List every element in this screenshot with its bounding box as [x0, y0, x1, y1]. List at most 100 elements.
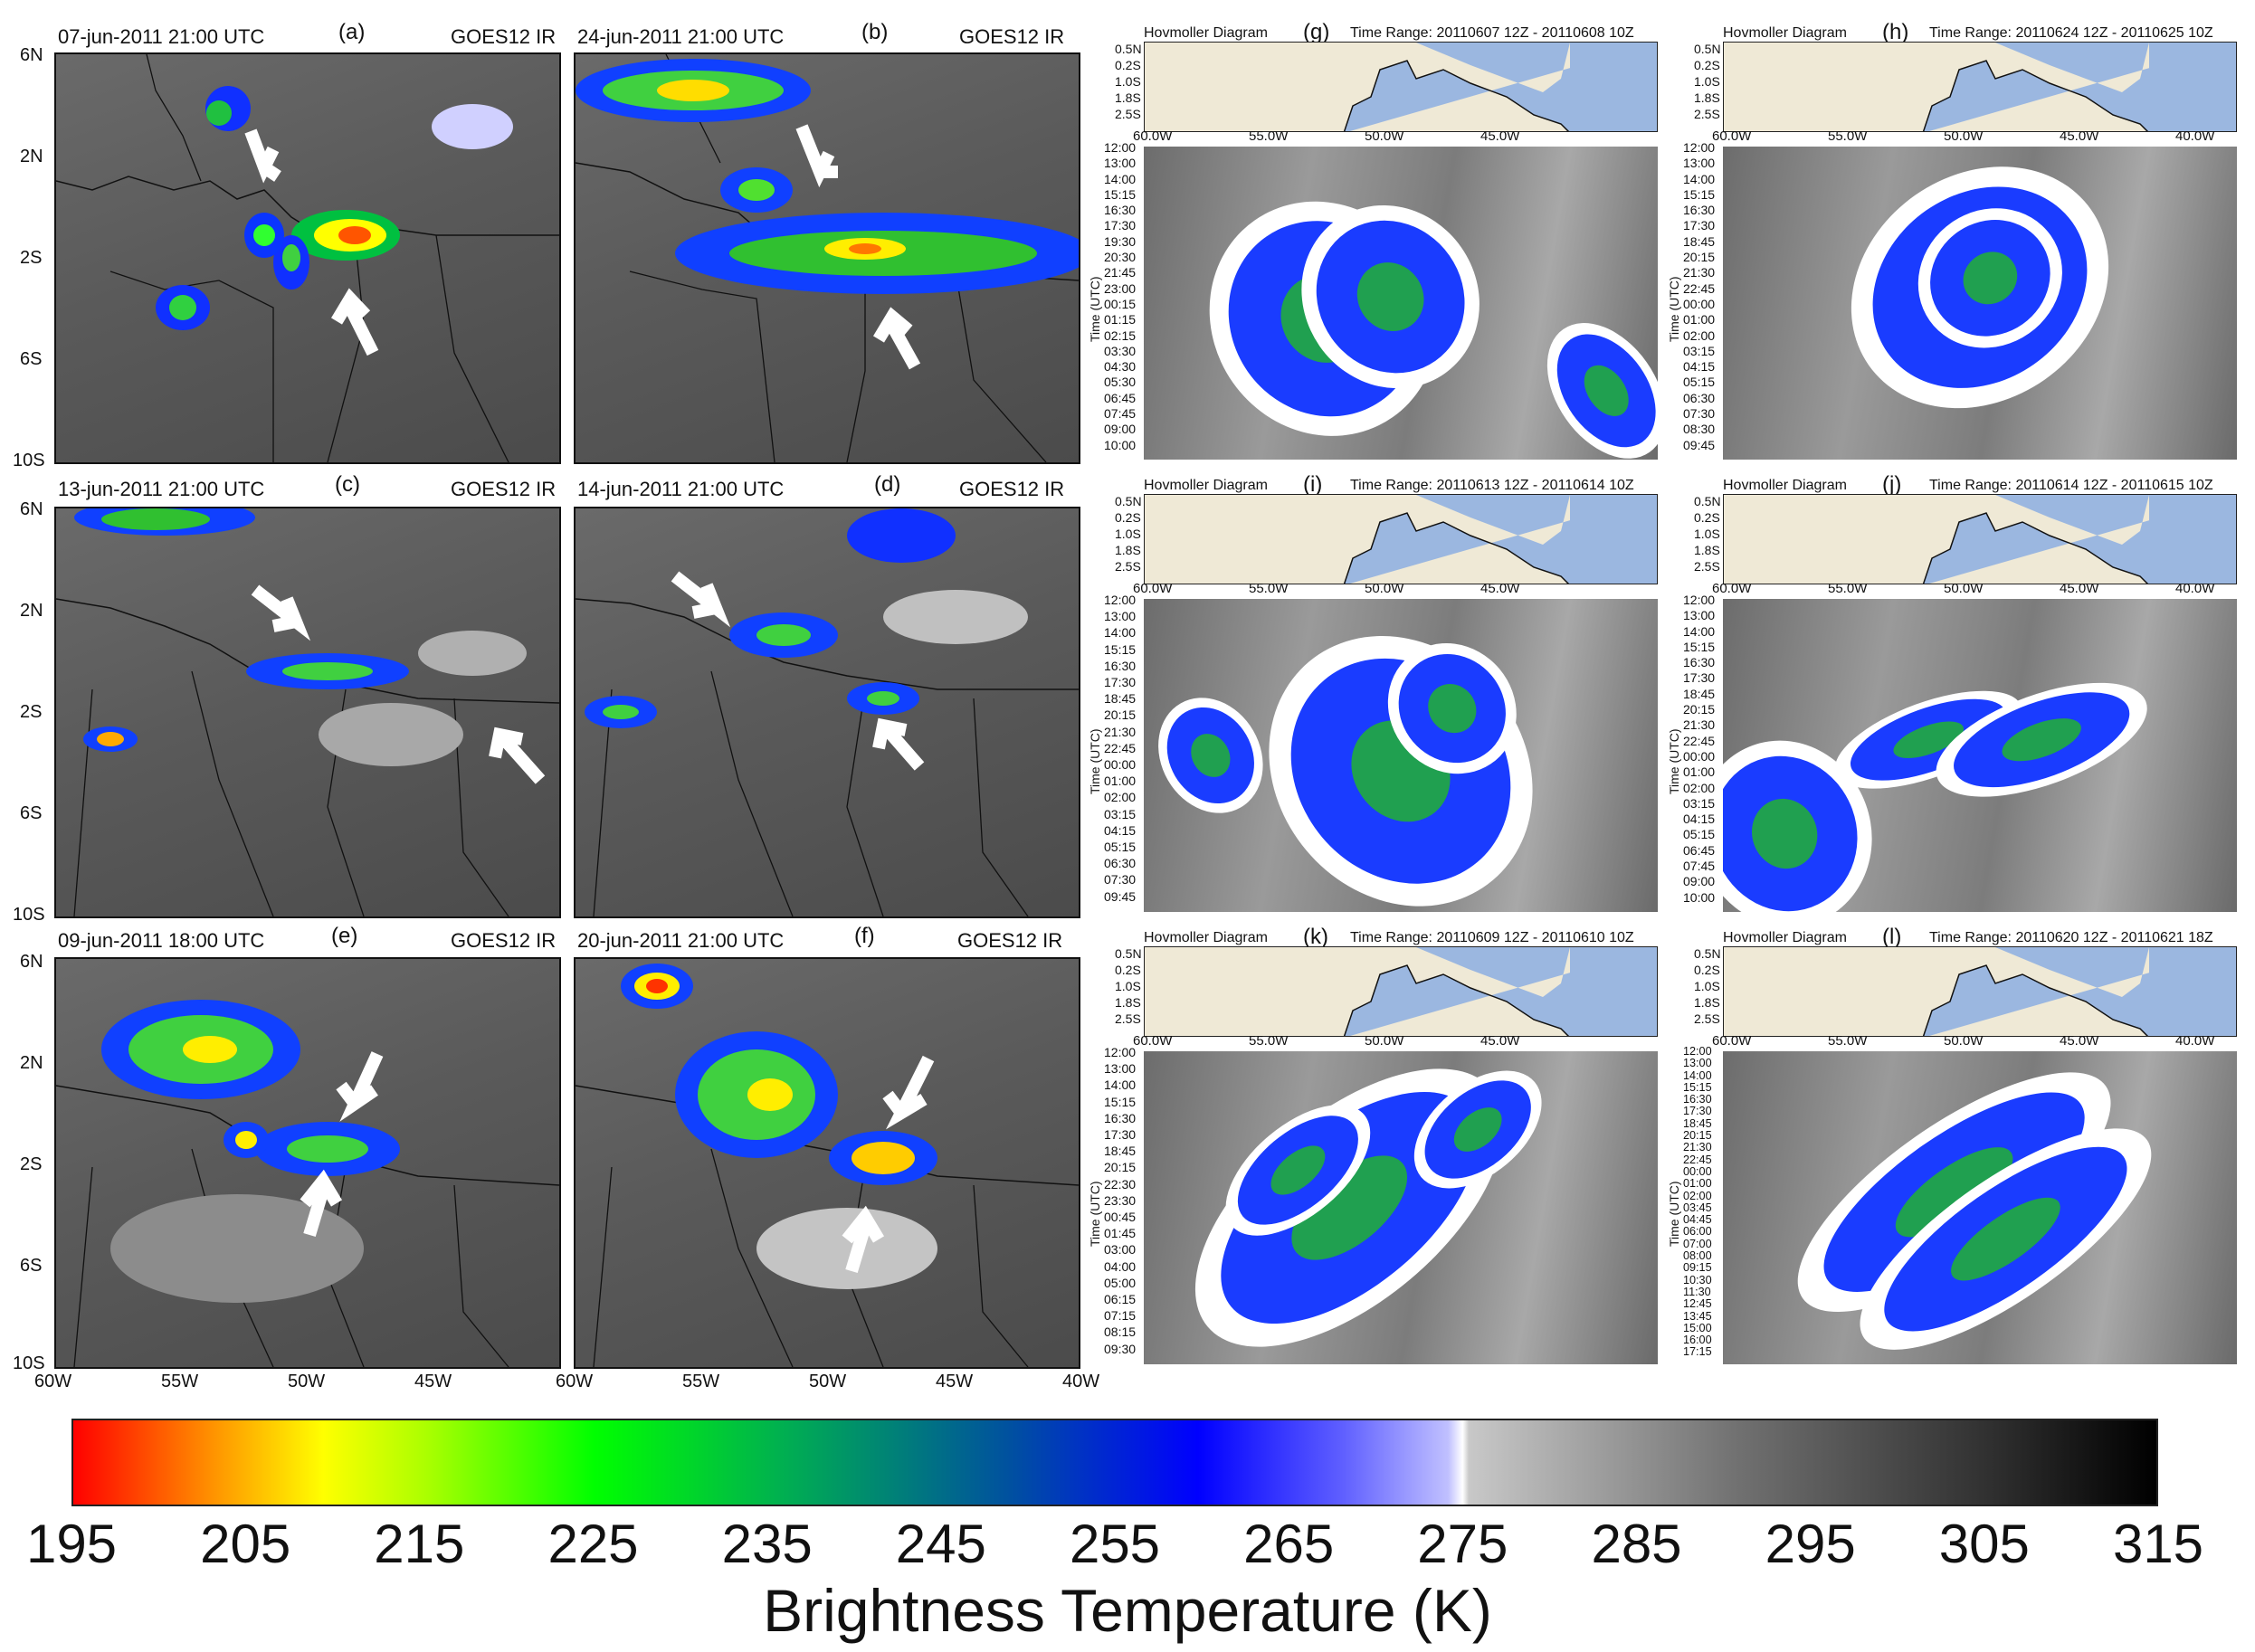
time-axis-title: Time (UTC)	[1088, 276, 1102, 342]
time-axis-labels: 12:00 13:00 14:00 15:15 16:30 17:30 18:45 20:15…	[1683, 1046, 1712, 1359]
lon-label: 55.0W	[1249, 581, 1289, 596]
time-label: 23:00	[1104, 280, 1137, 296]
time-label: 21:30	[1683, 265, 1716, 280]
time-label: 16:30	[1104, 1110, 1137, 1125]
time-range: Time Range: 20110607 12Z - 20110608 10Z	[1350, 25, 1634, 41]
hovmoller-title: Hovmoller Diagram	[1144, 930, 1268, 945]
time-label: 08:30	[1683, 422, 1716, 437]
time-label: 12:00	[1104, 593, 1137, 607]
time-label: 08:00	[1683, 1249, 1712, 1263]
time-range: Time Range: 20110613 12Z - 20110614 10Z	[1350, 478, 1634, 493]
lon-label: 55.0W	[1828, 1033, 1868, 1049]
hovmoller-plot	[1723, 599, 2237, 912]
lat-label: 6N	[20, 952, 43, 972]
region-map	[1144, 42, 1658, 132]
time-label: 04:15	[1683, 812, 1716, 827]
panel-letter: (a)	[338, 20, 366, 44]
lon-label: 50.0W	[1944, 1033, 1984, 1049]
time-label: 03:15	[1683, 343, 1716, 358]
hovmoller-plot	[1144, 599, 1658, 912]
time-label: 13:00	[1683, 1057, 1712, 1070]
time-axis-labels: 12:00 13:00 14:00 15:15 16:30 17:30 18:45 20:15…	[1683, 593, 1715, 907]
time-label: 17:30	[1104, 218, 1137, 233]
hovmoller-title: Hovmoller Diagram	[1144, 25, 1268, 41]
time-label: 13:00	[1104, 609, 1137, 624]
time-label: 10:00	[1104, 437, 1137, 452]
time-label: 13:00	[1104, 1061, 1137, 1077]
time-label: 20:15	[1683, 1129, 1712, 1143]
time-label: 20:30	[1104, 250, 1137, 265]
time-label: 00:15	[1104, 296, 1137, 311]
lat-label: 0.5N	[1694, 494, 1721, 508]
time-label: 14:00	[1104, 171, 1137, 186]
colorbar-tick: 225	[547, 1514, 639, 1574]
lat-label: 0.2S	[1115, 58, 1141, 72]
time-axis-labels: 12:00 13:00 14:00 15:15 16:30 17:30 18:45 20:15…	[1104, 1046, 1136, 1359]
lat-label: 2N	[20, 1053, 43, 1073]
lon-label: 40.0W	[2175, 128, 2215, 144]
time-label: 18:45	[1683, 1116, 1712, 1130]
time-label: 16:30	[1683, 203, 1716, 218]
lat-label: 1.0S	[1694, 74, 1720, 89]
panel-letter: (i)	[1303, 472, 1323, 497]
time-label: 17:30	[1683, 218, 1716, 233]
time-label: 22:45	[1683, 733, 1716, 748]
lon-label: 55.0W	[1249, 1033, 1289, 1049]
time-label: 22:45	[1104, 740, 1137, 755]
panel-date: 20-jun-2011 21:00 UTC	[577, 929, 785, 952]
time-label: 03:30	[1104, 343, 1137, 358]
map-imagery	[56, 1000, 559, 1367]
panel-letter: (g)	[1303, 20, 1330, 44]
panel-letter: (b)	[861, 20, 889, 44]
time-label: 04:15	[1683, 359, 1716, 375]
time-label: 05:00	[1104, 1275, 1137, 1290]
lon-label: 45.0W	[1480, 128, 1520, 144]
panel-date: 24-jun-2011 21:00 UTC	[577, 25, 785, 48]
time-label: 15:15	[1683, 639, 1716, 654]
lat-label: 0.2S	[1694, 58, 1720, 72]
time-label: 09:00	[1683, 874, 1716, 889]
time-label: 09:45	[1683, 437, 1716, 452]
time-label: 17:30	[1104, 1127, 1137, 1143]
time-axis-title: Time (UTC)	[1088, 1181, 1102, 1247]
time-label: 21:45	[1104, 265, 1137, 280]
time-label: 04:45	[1683, 1213, 1712, 1227]
time-label: 06:00	[1683, 1225, 1712, 1239]
map-imagery	[576, 964, 1079, 1367]
time-label: 07:45	[1104, 406, 1137, 422]
lat-label: 2S	[20, 702, 43, 722]
time-label: 01:00	[1104, 774, 1137, 789]
panel-satellite: GOES12 IR	[451, 929, 557, 952]
time-axis-title: Time (UTC)	[1667, 728, 1681, 794]
time-label: 09:45	[1104, 888, 1137, 904]
lon-label: 55W	[682, 1372, 720, 1391]
time-label: 02:00	[1683, 1189, 1712, 1202]
map-imagery	[56, 508, 559, 916]
panel-letter: (c)	[335, 472, 360, 497]
time-label: 20:15	[1683, 702, 1716, 717]
time-axis-labels: 12:00 13:00 14:00 15:15 16:30 17:30 18:45 20:15…	[1104, 593, 1136, 907]
time-label: 10:30	[1683, 1273, 1712, 1286]
satellite-map	[54, 957, 561, 1369]
time-label: 16:00	[1683, 1334, 1712, 1347]
lon-label: 45W	[414, 1372, 452, 1391]
lat-label: 6S	[20, 349, 43, 369]
lat-label: 0.5N	[1694, 946, 1721, 961]
colorbar-tick: 315	[2112, 1514, 2204, 1574]
satellite-map	[574, 52, 1080, 464]
lon-label: 55.0W	[1828, 581, 1868, 596]
time-label: 14:00	[1683, 1068, 1712, 1082]
panel-satellite: GOES12 IR	[451, 478, 557, 500]
time-label: 20:15	[1683, 250, 1716, 265]
time-label: 05:30	[1104, 375, 1137, 390]
lat-label: 1.8S	[1694, 543, 1720, 557]
time-axis-labels: 12:00 13:00 14:00 15:15 16:30 17:30 19:30 20:30…	[1104, 141, 1136, 454]
lon-label: 50.0W	[1365, 581, 1404, 596]
time-label: 21:30	[1683, 717, 1716, 733]
panel-letter: (l)	[1882, 925, 1902, 949]
time-label: 16:30	[1683, 1093, 1712, 1106]
colorbar-tick: 235	[721, 1514, 813, 1574]
time-label: 21:30	[1104, 724, 1137, 739]
time-label: 05:15	[1683, 827, 1716, 842]
colorbar-tick: 215	[374, 1514, 465, 1574]
